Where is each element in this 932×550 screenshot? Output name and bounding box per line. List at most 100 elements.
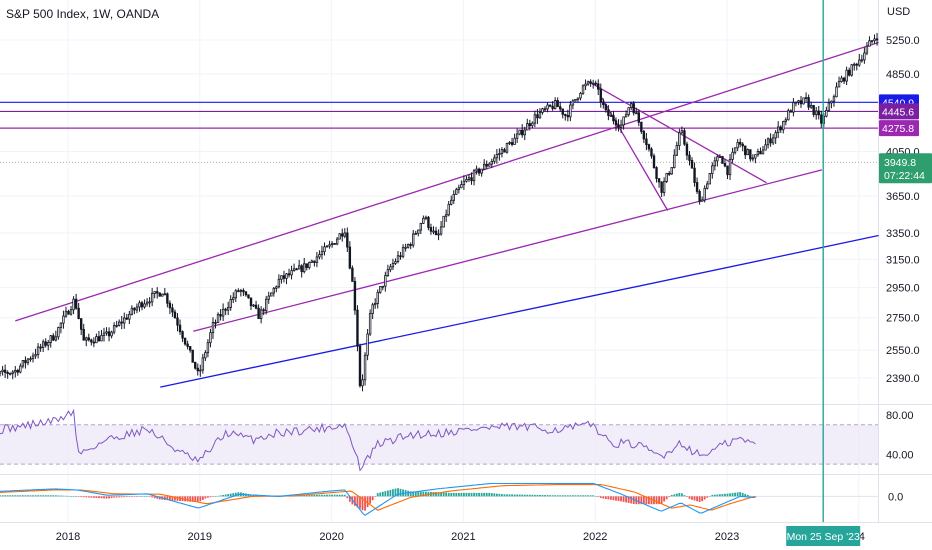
- date-marker-tag[interactable]: [786, 526, 861, 546]
- candle-down: [44, 341, 47, 346]
- macd-hist-bar-up: [546, 495, 549, 497]
- trendline[interactable]: [15, 41, 879, 322]
- candle-down: [566, 114, 570, 118]
- candle-down: [183, 337, 187, 345]
- candle-down: [723, 163, 727, 167]
- macd-hist-bar-down: [199, 496, 202, 502]
- macd-hist-bar-up: [252, 495, 255, 497]
- candle-up: [488, 163, 491, 167]
- candle-up: [850, 64, 853, 76]
- candle-down: [24, 360, 27, 364]
- candle-up: [858, 59, 861, 66]
- candle-up: [310, 260, 314, 263]
- candle-down: [695, 182, 699, 192]
- candle-down: [87, 337, 90, 341]
- candle-up: [135, 306, 139, 311]
- macd-hist-bar-down: [212, 496, 214, 497]
- candle-up: [774, 132, 777, 139]
- candle-up: [523, 129, 526, 136]
- candle-up: [665, 172, 668, 182]
- macd-pane: [0, 482, 878, 516]
- macd-hist-bar-down: [90, 496, 93, 498]
- candle-up: [373, 303, 377, 306]
- candle-up: [635, 112, 638, 115]
- candle-up: [379, 286, 382, 293]
- macd-hist-bar-up: [21, 495, 24, 497]
- candle-down: [632, 103, 635, 114]
- macd-hist-bar-up: [452, 492, 455, 497]
- candle-up: [804, 97, 808, 99]
- macd-hist-bar-up: [60, 495, 62, 497]
- candle-up: [117, 321, 121, 326]
- candle-up: [153, 291, 156, 294]
- candle-down: [186, 343, 189, 347]
- candle-up: [376, 291, 379, 304]
- candle-up: [662, 181, 666, 193]
- macd-hist-bar-down: [191, 496, 194, 502]
- candle-up: [868, 40, 871, 47]
- candle-down: [612, 115, 615, 122]
- macd-hist-bar-down: [120, 496, 123, 498]
- macd-hist-bar-up: [708, 495, 711, 497]
- macd-hist-bar-up: [323, 494, 326, 497]
- rsi-tick-label: 80.00: [886, 410, 914, 422]
- macd-hist-bar-up: [577, 495, 579, 497]
- candle-down: [551, 105, 554, 110]
- candle-up: [467, 177, 471, 180]
- candle-down: [191, 349, 194, 363]
- candle-up: [64, 310, 68, 317]
- candle-down: [67, 310, 70, 315]
- candle-down: [178, 324, 182, 333]
- candle-up: [267, 295, 270, 300]
- macd-hist-bar-up: [234, 492, 237, 497]
- macd-hist-bar-down: [207, 496, 209, 498]
- macd-hist-bar-down: [133, 496, 136, 497]
- candle-down: [510, 142, 514, 145]
- candle-up: [457, 187, 461, 191]
- macd-hist-bar-down: [174, 496, 176, 501]
- macd-hist-bar-up: [457, 492, 460, 497]
- macd-hist-bar-up: [333, 494, 336, 497]
- trendline[interactable]: [588, 81, 767, 184]
- macd-hist-bar-up: [222, 494, 225, 497]
- macd-hist-bar-down: [637, 496, 640, 505]
- candle-down: [556, 100, 559, 108]
- candle-up: [809, 105, 813, 108]
- macd-hist-bar-up: [57, 495, 60, 497]
- candle-down: [429, 227, 433, 232]
- macd-hist-bar-down: [95, 496, 98, 498]
- candle-down: [738, 141, 742, 145]
- candle-up: [825, 109, 828, 117]
- macd-hist-bar-up: [224, 494, 227, 497]
- macd-hist-bar-up: [579, 495, 582, 497]
- price-tag[interactable]: [879, 120, 919, 137]
- trendline[interactable]: [193, 169, 823, 332]
- macd-hist-bar-up: [746, 494, 749, 497]
- macd-hist-bar-up: [518, 494, 521, 497]
- last-price-tag[interactable]: [879, 153, 932, 184]
- candle-up: [404, 246, 407, 249]
- candle-down: [685, 143, 689, 156]
- candle-up: [391, 263, 395, 268]
- candle-down: [799, 100, 803, 105]
- macd-hist-bar-down: [650, 496, 653, 505]
- candle-up: [100, 334, 103, 342]
- macd-hist-bar-up: [744, 493, 747, 497]
- candle-up: [206, 342, 210, 354]
- price-tick-label: 2750.0: [886, 313, 920, 325]
- trendline[interactable]: [160, 234, 879, 388]
- macd-hist-bar-down: [82, 496, 85, 498]
- candle-up: [95, 336, 98, 344]
- macd-hist-bar-down: [688, 496, 691, 499]
- time-tick-label: 2022: [583, 531, 607, 543]
- price-axis[interactable]: USD5250.04850.04050.03650.03350.03150.02…: [879, 6, 932, 503]
- candle-up: [827, 102, 831, 111]
- time-axis[interactable]: 20182019202020212022202324Mon 25 Sep '23: [56, 526, 865, 546]
- candle-up: [609, 115, 613, 117]
- macd-hist-bar-up: [739, 492, 742, 497]
- candle-up: [703, 187, 706, 201]
- price-tag[interactable]: [879, 103, 919, 120]
- macd-hist-bar-up: [331, 494, 334, 497]
- candle-up: [419, 222, 423, 231]
